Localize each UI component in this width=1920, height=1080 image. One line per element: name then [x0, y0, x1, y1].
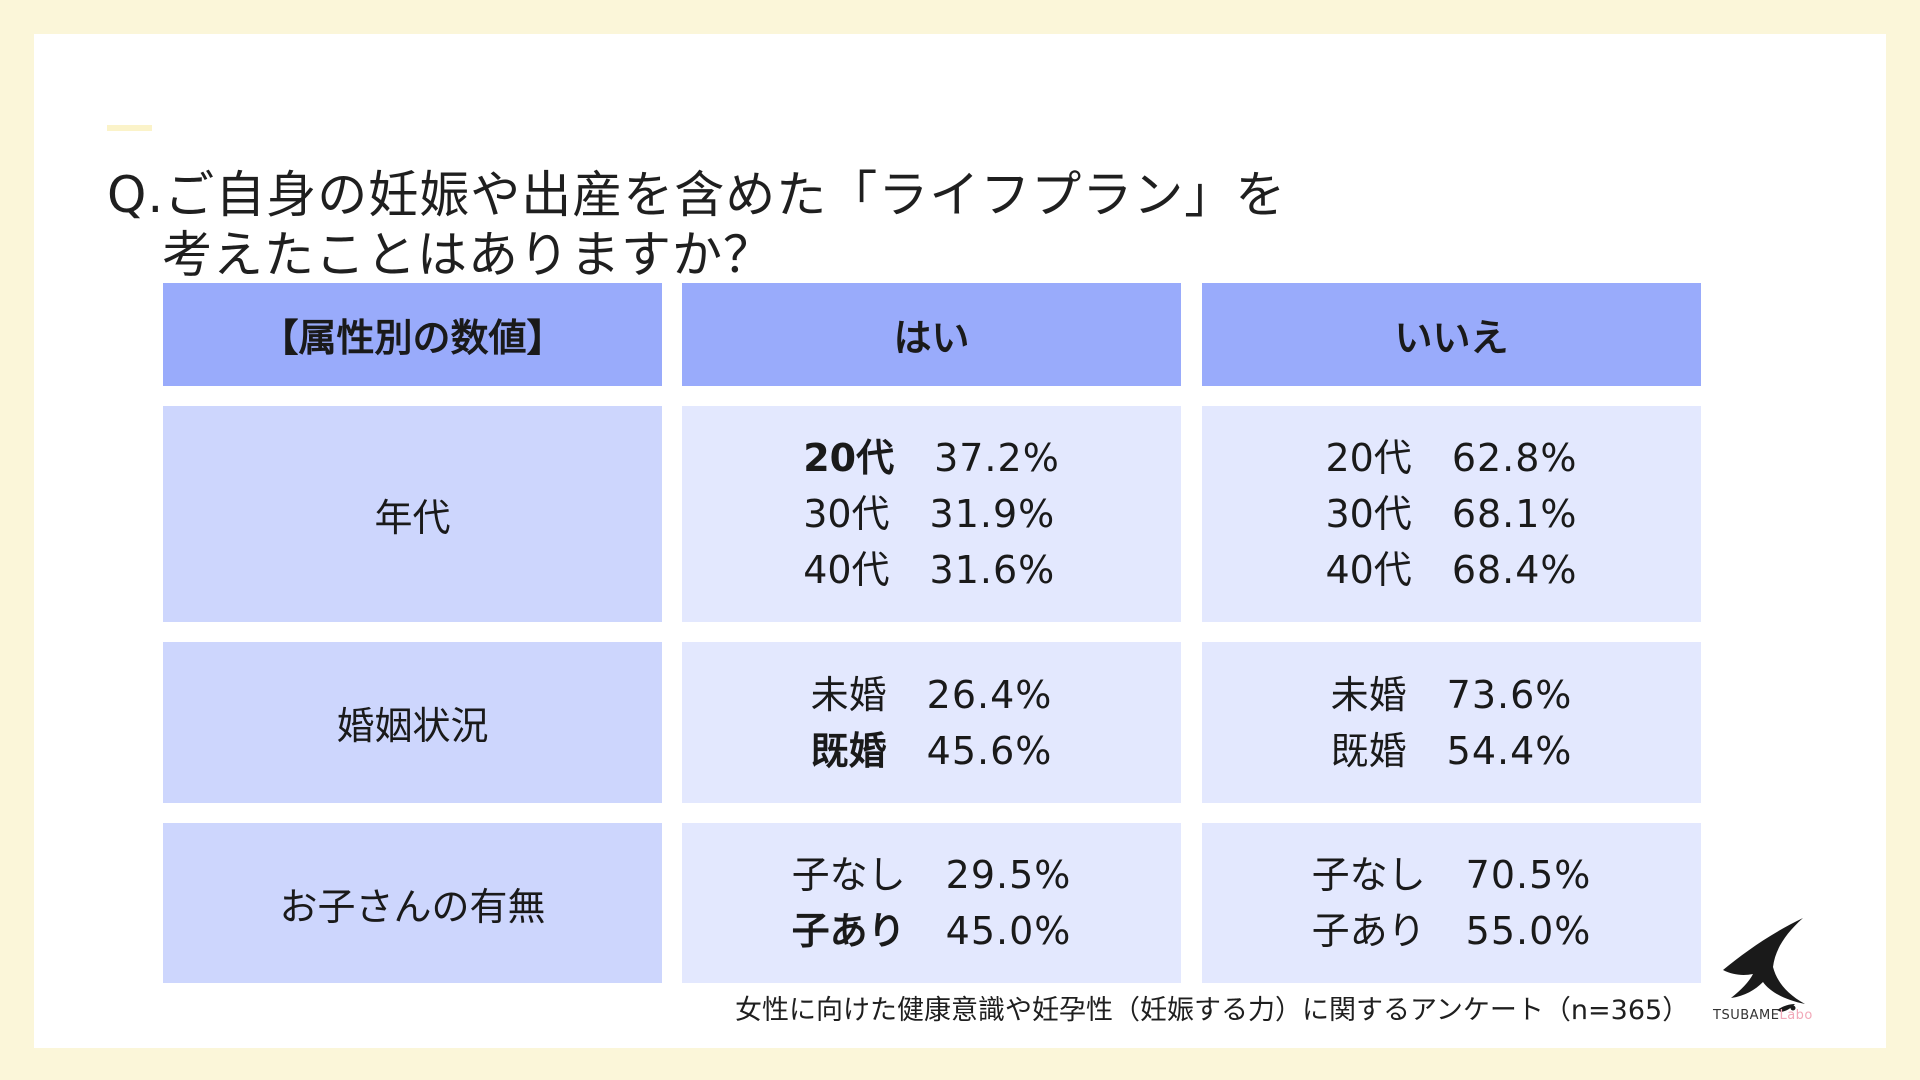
value-key: 子あり [1311, 909, 1426, 953]
value-key: 30代 [803, 492, 890, 536]
header-no: いいえ [1202, 283, 1701, 386]
value-row: 40代 68.4% [1325, 542, 1577, 598]
cell-marital-yes: 未婚 26.4% 既婚 45.6% [682, 642, 1181, 803]
cell-age-no: 20代 62.8% 30代 68.1% 40代 68.4% [1202, 406, 1701, 622]
value-percent: 37.2% [934, 436, 1060, 480]
swallow-bird-icon [1723, 918, 1805, 1012]
header-yes: はい [682, 283, 1181, 386]
value-row: 子なし 70.5% [1312, 847, 1592, 903]
value-percent: 31.6% [929, 548, 1056, 592]
question-line-2: 考えたことはありますか？ [162, 226, 774, 284]
value-percent: 45.0% [945, 909, 1072, 953]
value-percent: 68.4% [1451, 548, 1578, 592]
value-key: 30代 [1325, 492, 1412, 536]
value-key: 既婚 [1330, 728, 1407, 773]
value-percent: 68.1% [1451, 492, 1578, 536]
value-key: 20代 [803, 436, 895, 480]
value-percent: 54.4% [1446, 728, 1573, 773]
value-row: 40代 31.6% [803, 542, 1060, 598]
row-label-children: お子さんの有無 [163, 823, 662, 983]
accent-bar [107, 125, 152, 131]
value-key: 既婚 [810, 728, 887, 773]
row-label-age: 年代 [163, 406, 662, 622]
cell-age-yes: 20代 37.2% 30代 31.9% 40代 31.6% [682, 406, 1181, 622]
brand-suffix: Labo [1779, 1008, 1813, 1023]
value-row: 30代 68.1% [1325, 486, 1577, 542]
header-attribute: 【属性別の数値】 [163, 283, 662, 386]
cell-children-no: 子なし 70.5% 子あり 55.0% [1202, 823, 1701, 983]
value-key: 未婚 [1330, 672, 1407, 717]
value-key: 40代 [1325, 548, 1412, 592]
value-key: 40代 [803, 548, 890, 592]
cell-children-yes: 子なし 29.5% 子あり 45.0% [682, 823, 1181, 983]
value-row: 30代 31.9% [803, 486, 1060, 542]
row-label-marital: 婚姻状況 [163, 642, 662, 803]
value-row: 既婚 45.6% [811, 723, 1053, 779]
brand-logo: TSUBAMELabo [1713, 1008, 1813, 1023]
value-key: 子あり [791, 909, 906, 953]
value-percent: 70.5% [1465, 853, 1592, 897]
value-key: 20代 [1325, 436, 1412, 480]
value-row: 20代 37.2% [803, 430, 1060, 486]
value-percent: 45.6% [926, 728, 1053, 773]
cell-marital-no: 未婚 73.6% 既婚 54.4% [1202, 642, 1701, 803]
value-key: 子なし [1311, 853, 1426, 897]
value-percent: 31.9% [929, 492, 1056, 536]
brand-name: TSUBAME [1713, 1008, 1780, 1023]
value-row: 未婚 26.4% [811, 667, 1053, 723]
value-row: 子あり 45.0% [792, 903, 1072, 959]
value-percent: 55.0% [1465, 909, 1592, 953]
value-row: 既婚 54.4% [1331, 723, 1573, 779]
value-row: 子あり 55.0% [1312, 903, 1592, 959]
value-percent: 73.6% [1446, 672, 1573, 717]
value-row: 未婚 73.6% [1331, 667, 1573, 723]
value-percent: 29.5% [945, 853, 1072, 897]
value-percent: 62.8% [1451, 436, 1578, 480]
value-key: 未婚 [810, 672, 887, 717]
value-percent: 26.4% [926, 672, 1053, 717]
value-key: 子なし [791, 853, 906, 897]
question-title: Q.ご自身の妊娠や出産を含めた「ライフプラン」を 考えたことはありますか？ [107, 165, 1407, 285]
question-line-1: Q.ご自身の妊娠や出産を含めた「ライフプラン」を [107, 166, 1287, 224]
value-row: 子なし 29.5% [792, 847, 1072, 903]
survey-footnote: 女性に向けた健康意識や妊孕性（妊娠する力）に関するアンケート（n=365） [735, 995, 1690, 1026]
value-row: 20代 62.8% [1325, 430, 1577, 486]
